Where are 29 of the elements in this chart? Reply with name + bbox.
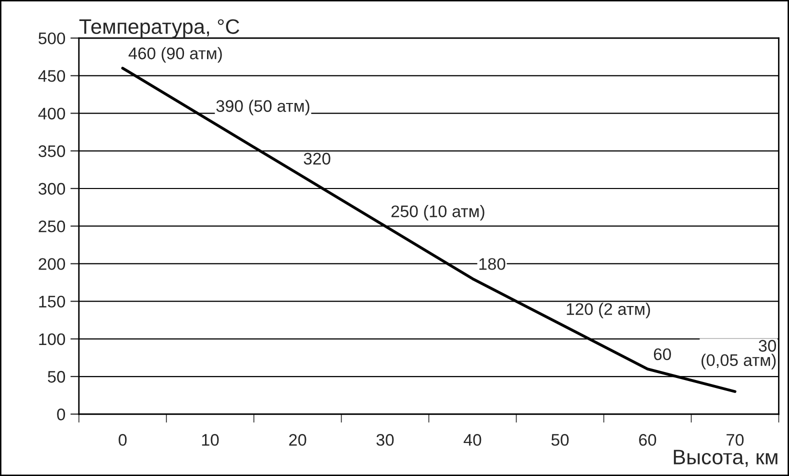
y-tick-label: 250 [38,220,66,232]
data-label: 60 [654,348,671,360]
y-tick-label: 200 [38,258,66,270]
y-tick-label: 500 [38,32,66,44]
y-tick-label: 100 [39,333,66,346]
data-label: 30 (0,05 атм) [702,340,776,370]
y-tick-label: 150 [39,296,66,308]
data-label: 120 (2 атм) [566,302,650,318]
data-label: 460 (90 атм) [128,47,222,63]
data-label: 180 [479,258,506,270]
x-tick-label: 50 [551,434,569,446]
data-label: 320 [304,152,330,165]
y-tick-label: 350 [38,145,66,158]
x-tick-label: 70 [726,434,744,446]
y-tick-label: 450 [38,70,66,82]
x-tick-label: 0 [118,434,127,446]
data-label: 390 (50 атм) [216,100,310,116]
x-tick-label: 60 [639,434,656,446]
x-axis-title: Высота, км [674,450,778,467]
x-tick-label: 10 [202,434,219,446]
x-tick-label: 40 [464,434,482,446]
y-tick-label: 50 [48,370,66,383]
x-tick-label: 30 [376,434,394,446]
y-axis-title: Температура, °C [79,19,240,38]
y-tick-label: 300 [38,182,66,195]
y-tick-label: 400 [38,108,66,120]
x-tick-label: 20 [289,434,306,446]
data-label: 250 (10 атм) [391,205,484,221]
y-tick-label: 0 [57,408,66,420]
